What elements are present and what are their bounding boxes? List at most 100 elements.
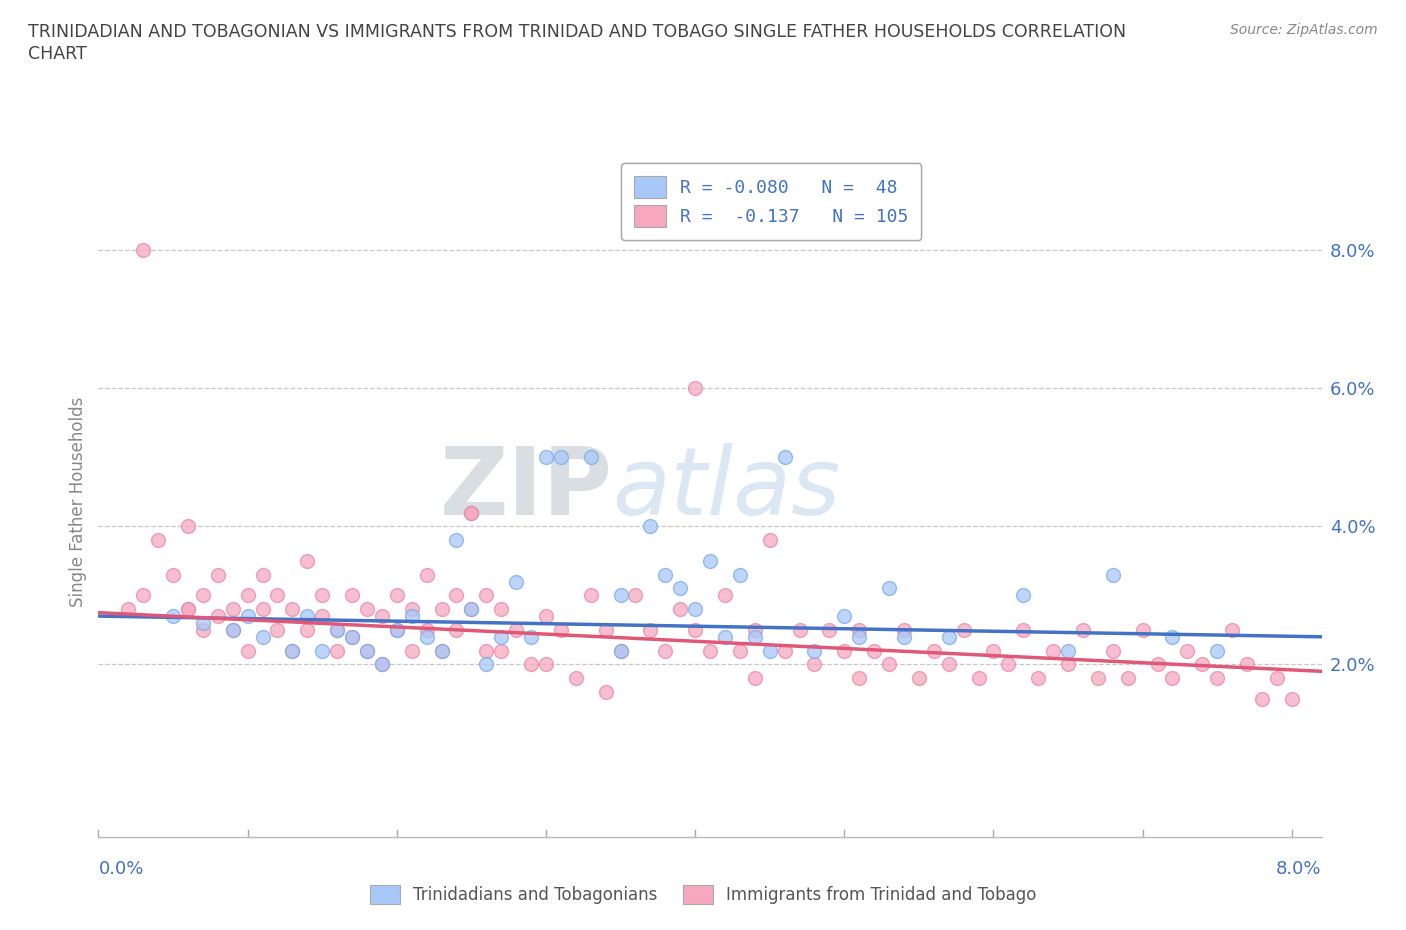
Point — [311, 588, 333, 603]
Point — [1057, 657, 1080, 671]
Point — [177, 602, 200, 617]
Point — [430, 644, 453, 658]
Point — [848, 671, 870, 685]
Point — [207, 567, 229, 582]
Point — [922, 644, 945, 658]
Point — [356, 644, 378, 658]
Point — [893, 630, 915, 644]
Point — [297, 553, 319, 568]
Point — [1012, 588, 1035, 603]
Point — [266, 588, 288, 603]
Point — [640, 622, 662, 637]
Point — [1012, 622, 1035, 637]
Point — [505, 574, 527, 589]
Point — [1026, 671, 1049, 685]
Point — [1057, 644, 1080, 658]
Point — [1146, 657, 1168, 671]
Point — [132, 588, 155, 603]
Point — [401, 608, 423, 623]
Point — [520, 630, 543, 644]
Point — [1206, 644, 1229, 658]
Point — [117, 602, 139, 617]
Y-axis label: Single Father Households: Single Father Households — [69, 397, 87, 607]
Point — [654, 567, 676, 582]
Point — [773, 450, 796, 465]
Point — [744, 630, 766, 644]
Point — [534, 450, 557, 465]
Point — [221, 602, 243, 617]
Point — [1281, 692, 1303, 707]
Point — [162, 608, 184, 623]
Text: Source: ZipAtlas.com: Source: ZipAtlas.com — [1230, 23, 1378, 37]
Point — [401, 602, 423, 617]
Point — [475, 588, 498, 603]
Point — [848, 630, 870, 644]
Text: 0.0%: 0.0% — [98, 860, 143, 878]
Point — [415, 630, 437, 644]
Legend: Trinidadians and Tobagonians, Immigrants from Trinidad and Tobago: Trinidadians and Tobagonians, Immigrants… — [361, 877, 1045, 912]
Point — [579, 588, 602, 603]
Point — [832, 608, 855, 623]
Point — [908, 671, 931, 685]
Point — [728, 644, 751, 658]
Point — [744, 671, 766, 685]
Point — [446, 533, 468, 548]
Point — [207, 608, 229, 623]
Point — [252, 567, 274, 582]
Point — [893, 622, 915, 637]
Point — [967, 671, 990, 685]
Point — [297, 622, 319, 637]
Point — [371, 657, 394, 671]
Point — [326, 644, 349, 658]
Point — [1101, 567, 1123, 582]
Point — [446, 588, 468, 603]
Point — [832, 644, 855, 658]
Point — [714, 588, 737, 603]
Point — [489, 630, 512, 644]
Point — [460, 602, 482, 617]
Point — [609, 588, 631, 603]
Point — [550, 450, 572, 465]
Point — [326, 622, 349, 637]
Point — [146, 533, 169, 548]
Point — [385, 622, 408, 637]
Text: 8.0%: 8.0% — [1277, 860, 1322, 878]
Point — [311, 644, 333, 658]
Point — [877, 657, 900, 671]
Point — [1161, 671, 1184, 685]
Point — [938, 630, 960, 644]
Point — [191, 616, 214, 631]
Point — [565, 671, 588, 685]
Point — [550, 622, 572, 637]
Point — [983, 644, 1005, 658]
Point — [297, 608, 319, 623]
Point — [773, 644, 796, 658]
Point — [1132, 622, 1154, 637]
Point — [803, 644, 825, 658]
Point — [1251, 692, 1274, 707]
Point — [952, 622, 974, 637]
Point — [401, 644, 423, 658]
Point — [236, 644, 259, 658]
Point — [997, 657, 1019, 671]
Point — [340, 588, 363, 603]
Point — [1101, 644, 1123, 658]
Point — [1206, 671, 1229, 685]
Point — [1220, 622, 1243, 637]
Point — [505, 622, 527, 637]
Point — [475, 657, 498, 671]
Point — [430, 644, 453, 658]
Point — [520, 657, 543, 671]
Point — [221, 622, 243, 637]
Point — [356, 644, 378, 658]
Text: atlas: atlas — [612, 444, 841, 535]
Point — [579, 450, 602, 465]
Text: CHART: CHART — [28, 45, 87, 62]
Point — [236, 608, 259, 623]
Point — [789, 622, 811, 637]
Point — [340, 630, 363, 644]
Point — [1087, 671, 1109, 685]
Point — [758, 533, 780, 548]
Point — [162, 567, 184, 582]
Point — [654, 644, 676, 658]
